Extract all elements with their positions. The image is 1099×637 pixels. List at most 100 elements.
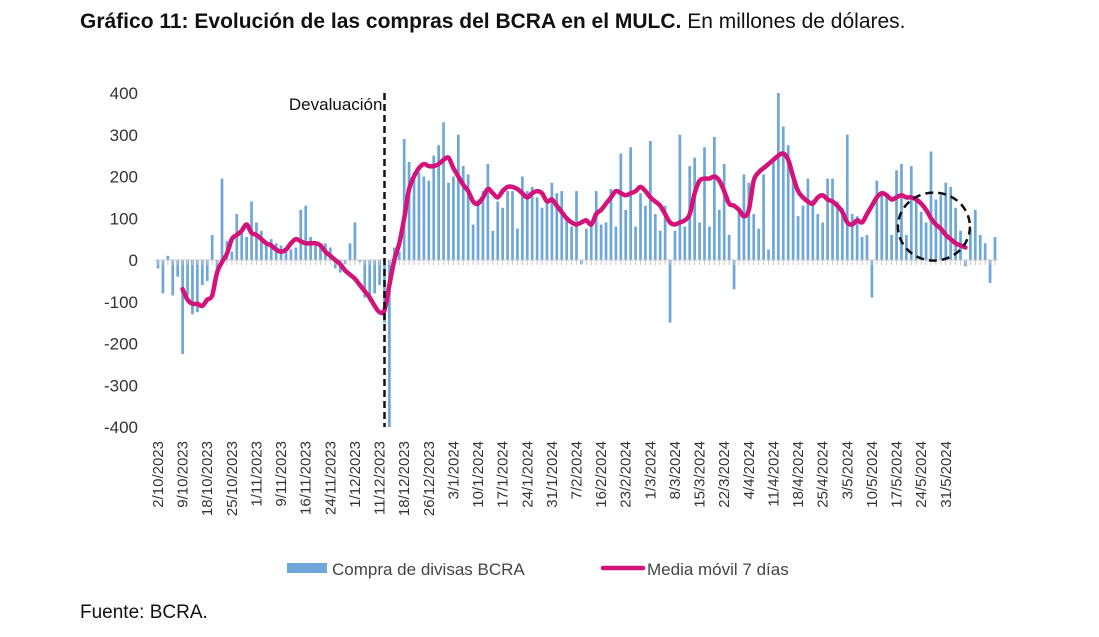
bar <box>609 189 613 260</box>
x-tick-label: 2/10/2023 <box>150 441 167 508</box>
bar <box>811 199 815 260</box>
y-tick-label: 0 <box>129 251 138 270</box>
y-axis: 400 300 200 100 0 -100 -200 -300 -400 <box>104 84 138 437</box>
bar <box>530 186 534 260</box>
bar <box>801 205 805 260</box>
x-tick-label: 15/3/2024 <box>692 441 709 508</box>
bar <box>949 186 953 260</box>
x-tick-label: 25/10/2023 <box>224 441 241 516</box>
bar <box>752 214 756 260</box>
x-tick-label: 31/1/2024 <box>544 441 561 508</box>
bar <box>885 195 889 260</box>
y-tick-label: -400 <box>104 418 138 437</box>
bar <box>535 197 539 260</box>
bar <box>841 207 844 260</box>
bar <box>388 260 391 427</box>
y-tick-label: 200 <box>110 168 138 187</box>
bar <box>599 224 603 260</box>
bar <box>191 260 194 315</box>
bar <box>284 251 288 260</box>
y-tick-label: -300 <box>104 376 138 395</box>
bar <box>978 234 982 260</box>
bar <box>176 260 180 277</box>
bar <box>402 138 406 260</box>
bar <box>698 222 701 260</box>
bar <box>319 245 322 260</box>
bar <box>629 147 633 260</box>
bar <box>486 163 490 260</box>
bar <box>545 203 549 260</box>
bar <box>717 209 721 260</box>
bar <box>934 199 938 260</box>
bar <box>255 222 258 260</box>
bar <box>614 226 618 260</box>
bar <box>973 209 977 260</box>
bar <box>732 260 736 290</box>
bar <box>461 166 465 260</box>
bar <box>929 151 933 260</box>
bar <box>496 201 500 260</box>
bar <box>673 230 677 260</box>
x-tick-label: 9/10/2023 <box>175 441 192 508</box>
bar <box>791 172 795 260</box>
x-tick-label: 17/1/2024 <box>495 441 512 508</box>
bar <box>634 226 637 260</box>
bar <box>870 260 874 298</box>
bar <box>668 260 672 323</box>
bar <box>993 237 997 260</box>
bar <box>550 182 554 260</box>
bar <box>353 222 357 260</box>
bar <box>196 260 199 313</box>
bar <box>821 222 825 260</box>
bar <box>309 237 312 260</box>
x-tick-label: 18/4/2024 <box>790 441 807 508</box>
x-tick-label: 24/1/2024 <box>519 441 536 508</box>
bar <box>831 178 834 260</box>
x-tick-label: 11/4/2024 <box>765 441 782 507</box>
bar <box>644 205 647 260</box>
bar <box>240 232 244 260</box>
chart-title-units: En millones de dólares. <box>687 10 906 33</box>
bar <box>747 182 751 260</box>
bar <box>722 163 726 260</box>
bar <box>397 251 401 260</box>
bar <box>713 136 716 260</box>
bar <box>491 230 495 260</box>
x-tick-label: 10/1/2024 <box>470 441 487 508</box>
x-axis-ticks <box>157 260 996 265</box>
bar <box>954 207 957 260</box>
x-tick-label: 24/5/2024 <box>913 441 930 508</box>
x-tick-label: 1/11/2023 <box>249 441 266 507</box>
bar <box>161 260 165 294</box>
x-tick-label: 17/5/2024 <box>889 441 906 508</box>
bar <box>604 222 608 260</box>
bar <box>777 93 780 260</box>
bar <box>619 153 623 260</box>
bar <box>786 145 790 260</box>
bar <box>648 141 652 260</box>
legend-line-label: Media móvil 7 días <box>647 560 789 579</box>
bar <box>368 260 372 302</box>
bar <box>245 237 248 260</box>
bar <box>909 166 913 260</box>
bar <box>988 260 992 283</box>
x-tick-label: 31/5/2024 <box>938 441 955 508</box>
bar <box>417 172 421 260</box>
x-tick-label: 18/12/2023 <box>396 441 413 516</box>
bar <box>378 260 381 286</box>
bar <box>855 216 859 260</box>
x-tick-label: 16/2/2024 <box>593 441 610 508</box>
bar <box>875 180 879 260</box>
bar <box>589 226 593 260</box>
bar <box>220 178 224 260</box>
x-tick-label: 26/12/2023 <box>421 441 438 516</box>
chart-title-bold: Gráfico 11: Evolución de las compras del… <box>80 10 682 33</box>
bar <box>570 226 573 260</box>
bar <box>299 209 303 260</box>
bar <box>264 241 268 260</box>
source-note: Fuente: BCRA. <box>80 602 208 623</box>
bar <box>781 126 785 261</box>
x-axis-labels: 2/10/2023 9/10/2023 18/10/2023 25/10/2023 1/… <box>150 441 955 516</box>
bar <box>565 216 569 260</box>
bar <box>520 176 524 260</box>
